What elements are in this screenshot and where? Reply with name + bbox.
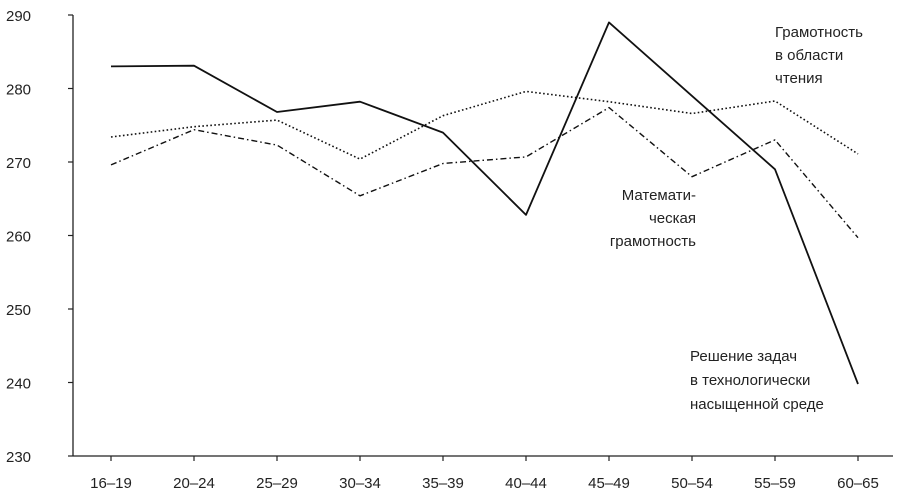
annotation-line: Решение задач xyxy=(690,348,797,365)
annotation-reading: Грамотность в области чтения xyxy=(775,24,863,87)
x-tick-label: 30–34 xyxy=(339,475,381,492)
x-tick-label: 40–44 xyxy=(505,475,547,492)
y-tick-label: 280 xyxy=(6,82,31,99)
annotation-line: насыщенной среде xyxy=(690,396,824,413)
y-tick-label: 250 xyxy=(6,302,31,319)
y-tick-label: 270 xyxy=(6,155,31,172)
annotation-line: чтения xyxy=(775,70,823,87)
x-tick-label: 25–29 xyxy=(256,475,298,492)
x-tick-label: 45–49 xyxy=(588,475,630,492)
annotation-line: грамотность xyxy=(610,233,696,250)
y-tick-label: 260 xyxy=(6,229,31,246)
y-tick-label: 290 xyxy=(6,8,31,25)
x-tick-label: 35–39 xyxy=(422,475,464,492)
annotation-line: Математи- xyxy=(622,187,696,204)
x-tick-label: 20–24 xyxy=(173,475,215,492)
series-line-problem-solving xyxy=(110,21,859,385)
series-line-math xyxy=(110,106,859,239)
annotation-line: в технологически xyxy=(690,372,810,389)
annotation-line: в области xyxy=(775,47,843,64)
y-tick-label: 240 xyxy=(6,376,31,393)
series-line-reading xyxy=(110,90,859,160)
series-layer xyxy=(110,21,859,385)
y-tick-label: 230 xyxy=(6,449,31,466)
annotation-line: Грамотность xyxy=(775,24,863,41)
annotation-math: Математи-ческая грамотность xyxy=(610,187,696,250)
axes xyxy=(72,15,893,457)
x-tick-label: 16–19 xyxy=(90,475,132,492)
series-annotations: Грамотность в области чтения Математи-ческа… xyxy=(610,24,863,413)
x-tick-label: 55–59 xyxy=(754,475,796,492)
annotation-problem-solving: Решение задач в технологически насыщенной … xyxy=(690,348,824,413)
x-tick-label: 50–54 xyxy=(671,475,713,492)
x-ticks: 16–19 20–24 25–29 30–34 35–39 40–44 45–49 50–54… xyxy=(90,456,879,492)
annotation-line: ческая xyxy=(649,210,696,227)
x-tick-label: 60–65 xyxy=(837,475,879,492)
y-ticks: 230 240 250 260 270 280 290 xyxy=(6,8,73,466)
